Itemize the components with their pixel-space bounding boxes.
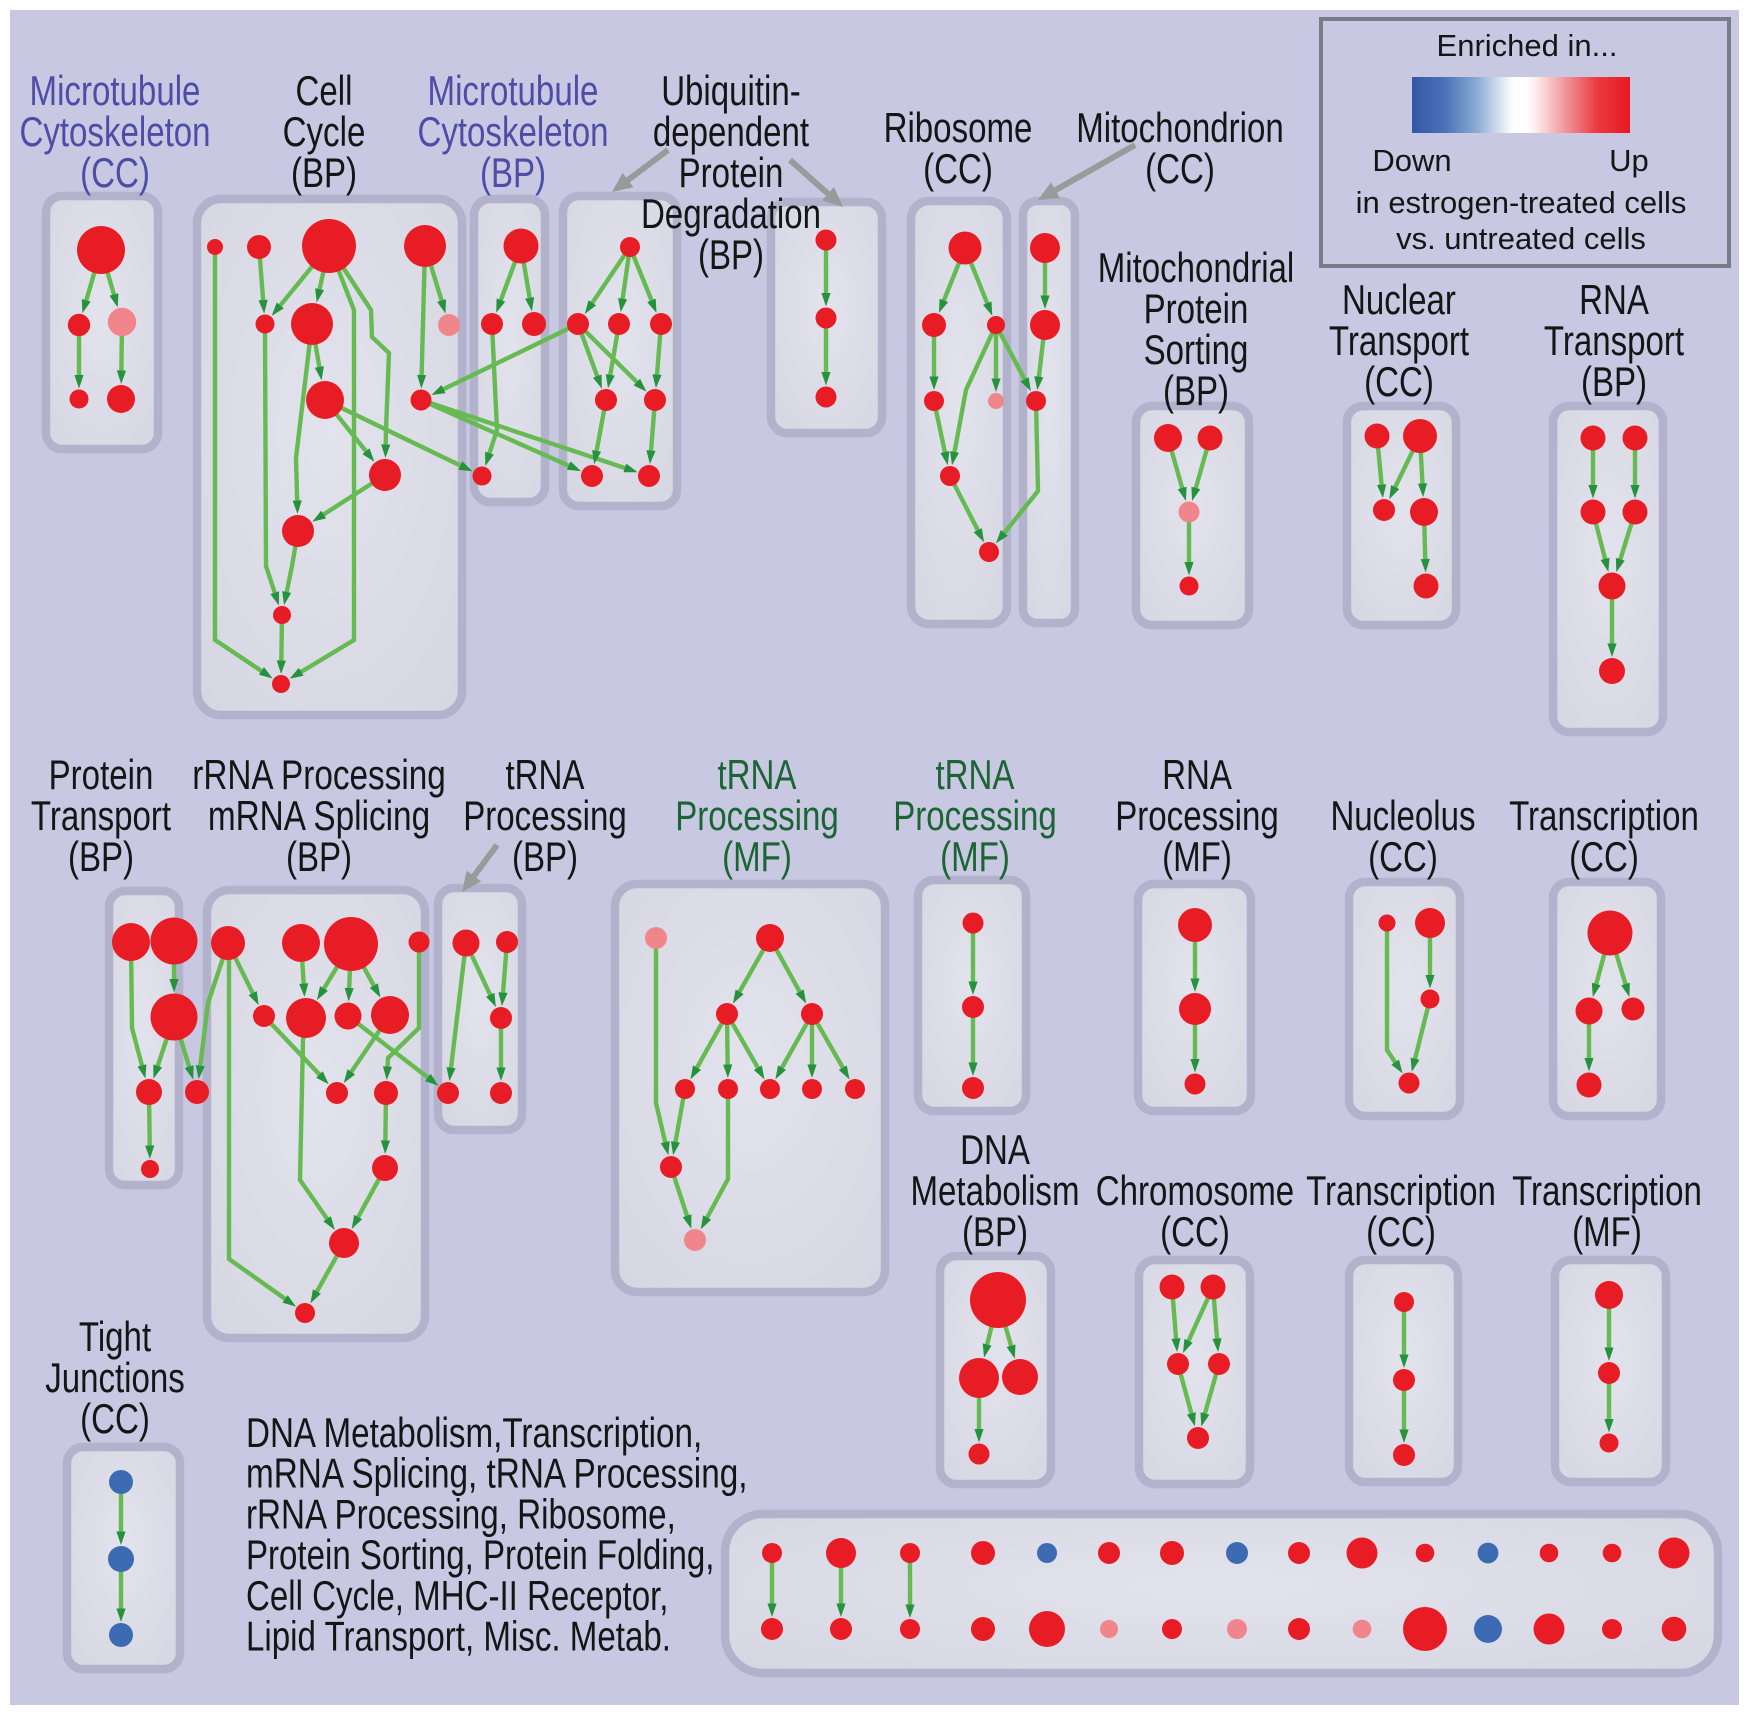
svg-text:Nucleolus: Nucleolus	[1330, 792, 1475, 839]
svg-text:Protein: Protein	[1144, 285, 1249, 332]
svg-text:dependent: dependent	[653, 108, 809, 155]
svg-text:Cycle: Cycle	[283, 108, 366, 155]
svg-text:Nuclear: Nuclear	[1342, 276, 1456, 323]
svg-text:Cell: Cell	[296, 67, 353, 114]
svg-text:Degradation: Degradation	[641, 190, 821, 237]
svg-text:Lipid Transport, Misc. Metab.: Lipid Transport, Misc. Metab.	[246, 1613, 671, 1660]
svg-text:(MF): (MF)	[940, 833, 1010, 880]
svg-text:(BP): (BP)	[480, 149, 546, 196]
svg-text:Processing: Processing	[893, 792, 1057, 839]
svg-text:Transport: Transport	[1544, 317, 1684, 364]
svg-text:(MF): (MF)	[1162, 833, 1232, 880]
svg-text:Microtubule: Microtubule	[428, 67, 599, 114]
svg-text:Transport: Transport	[31, 792, 171, 839]
svg-text:Sorting: Sorting	[1144, 326, 1249, 373]
svg-text:RNA: RNA	[1162, 751, 1232, 798]
svg-text:in estrogen-treated cells: in estrogen-treated cells	[1356, 185, 1687, 220]
svg-text:Microtubule: Microtubule	[30, 67, 201, 114]
svg-text:Enriched in...: Enriched in...	[1437, 28, 1618, 63]
svg-text:Ubiquitin-: Ubiquitin-	[661, 67, 801, 114]
svg-text:Mitochondrial: Mitochondrial	[1098, 244, 1295, 291]
svg-text:(BP): (BP)	[286, 833, 352, 880]
svg-text:(MF): (MF)	[1572, 1208, 1642, 1255]
svg-text:(MF): (MF)	[722, 833, 792, 880]
svg-text:(BP): (BP)	[1581, 358, 1647, 405]
svg-text:tRNA: tRNA	[506, 751, 585, 798]
svg-text:Transcription: Transcription	[1512, 1167, 1702, 1214]
svg-text:Down: Down	[1372, 143, 1451, 178]
svg-text:Cell Cycle, MHC-II Receptor,: Cell Cycle, MHC-II Receptor,	[246, 1572, 669, 1619]
svg-text:Protein: Protein	[49, 751, 154, 798]
svg-text:(CC): (CC)	[1366, 1208, 1436, 1255]
svg-text:(BP): (BP)	[68, 833, 134, 880]
svg-text:(BP): (BP)	[291, 149, 357, 196]
svg-text:mRNA Splicing, tRNA Processing: mRNA Splicing, tRNA Processing,	[246, 1450, 748, 1497]
svg-text:DNA Metabolism,Transcription,: DNA Metabolism,Transcription,	[246, 1409, 702, 1456]
svg-text:(CC): (CC)	[1364, 358, 1434, 405]
svg-text:Processing: Processing	[1115, 792, 1279, 839]
svg-text:(CC): (CC)	[80, 1395, 150, 1442]
svg-text:Mitochondrion: Mitochondrion	[1076, 104, 1284, 151]
svg-text:(CC): (CC)	[923, 145, 993, 192]
svg-text:tRNA: tRNA	[936, 751, 1015, 798]
svg-text:RNA: RNA	[1579, 276, 1649, 323]
svg-text:(CC): (CC)	[1145, 145, 1215, 192]
svg-text:Up: Up	[1609, 143, 1649, 178]
svg-text:Protein: Protein	[679, 149, 784, 196]
svg-text:(BP): (BP)	[962, 1208, 1028, 1255]
svg-text:Cytoskeleton: Cytoskeleton	[417, 108, 608, 155]
svg-text:Transport: Transport	[1329, 317, 1469, 364]
svg-text:rRNA Processing, Ribosome,: rRNA Processing, Ribosome,	[246, 1490, 676, 1537]
svg-text:tRNA: tRNA	[718, 751, 797, 798]
svg-text:Cytoskeleton: Cytoskeleton	[19, 108, 210, 155]
svg-text:mRNA Splicing: mRNA Splicing	[208, 792, 430, 839]
svg-text:(BP): (BP)	[698, 231, 764, 278]
svg-text:(CC): (CC)	[1368, 833, 1438, 880]
svg-text:vs. untreated cells: vs. untreated cells	[1396, 221, 1646, 256]
svg-text:(CC): (CC)	[1569, 833, 1639, 880]
svg-text:(CC): (CC)	[1160, 1208, 1230, 1255]
svg-text:Tight: Tight	[79, 1313, 152, 1360]
svg-text:Ribosome: Ribosome	[884, 104, 1033, 151]
svg-text:Transcription: Transcription	[1306, 1167, 1496, 1214]
svg-text:Junctions: Junctions	[45, 1354, 185, 1401]
svg-text:(CC): (CC)	[80, 149, 150, 196]
svg-text:Metabolism: Metabolism	[911, 1167, 1080, 1214]
svg-text:DNA: DNA	[960, 1126, 1030, 1173]
svg-text:(BP): (BP)	[1163, 367, 1229, 414]
svg-text:Chromosome: Chromosome	[1096, 1167, 1294, 1214]
svg-text:Protein Sorting, Protein Foldi: Protein Sorting, Protein Folding,	[246, 1531, 715, 1578]
svg-text:rRNA Processing: rRNA Processing	[192, 751, 446, 798]
svg-text:Processing: Processing	[463, 792, 627, 839]
svg-text:Transcription: Transcription	[1509, 792, 1699, 839]
svg-text:Processing: Processing	[675, 792, 839, 839]
svg-text:(BP): (BP)	[512, 833, 578, 880]
